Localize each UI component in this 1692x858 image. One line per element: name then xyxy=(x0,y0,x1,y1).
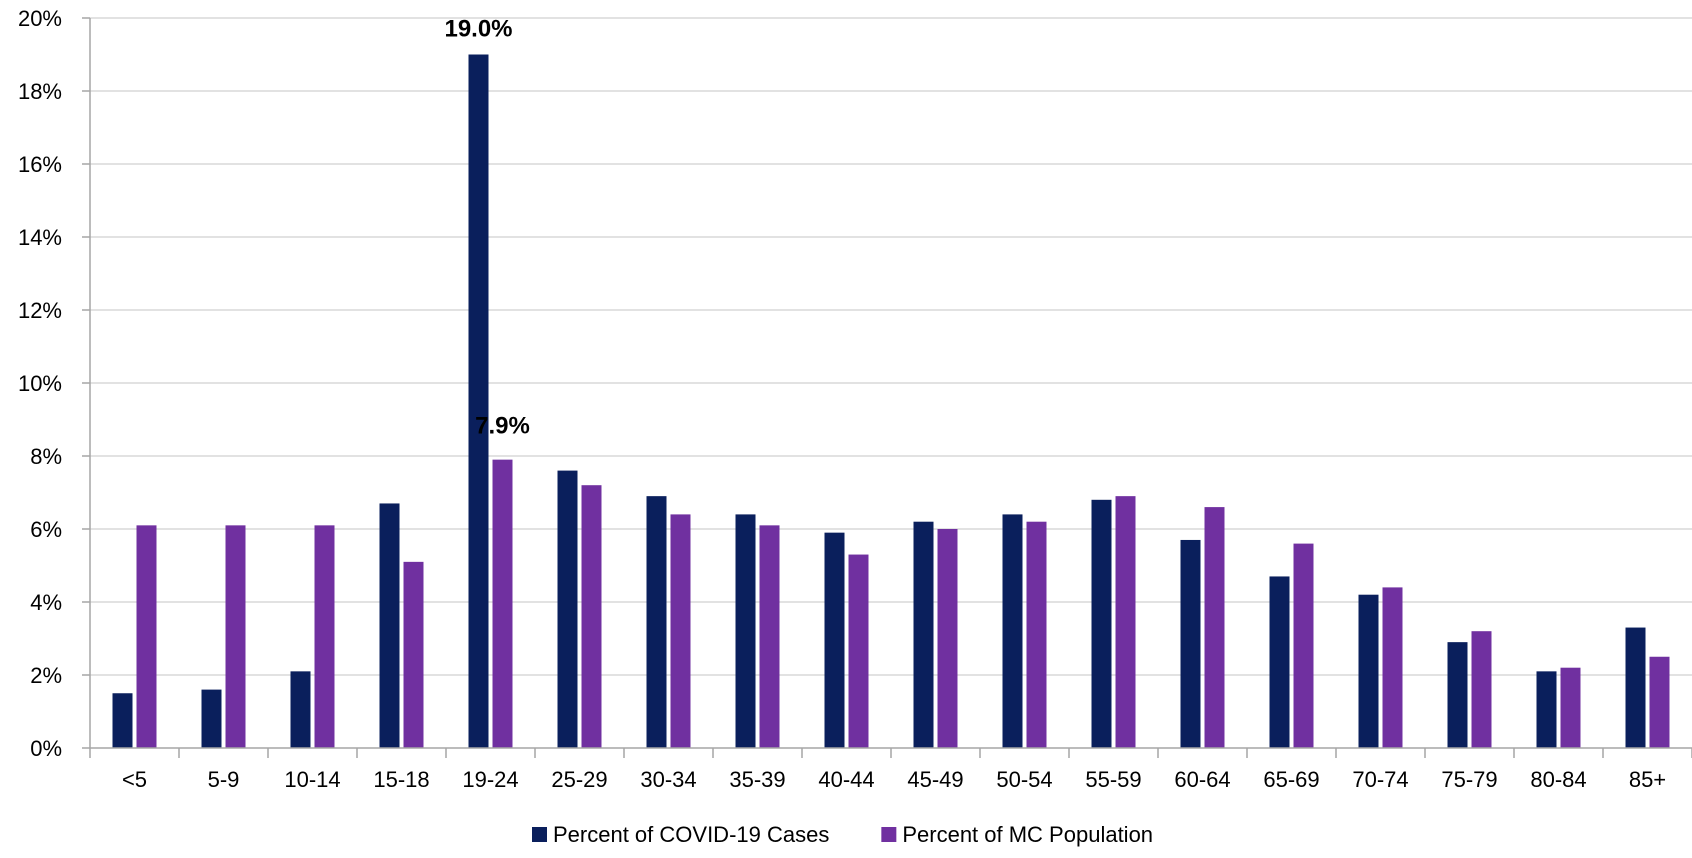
x-tick-label: 75-79 xyxy=(1441,767,1497,792)
x-tick-label: 85+ xyxy=(1629,767,1666,792)
bar-cases xyxy=(379,503,400,748)
bar-population xyxy=(848,554,869,748)
bar-cases xyxy=(1002,514,1023,748)
x-tick-label: 19-24 xyxy=(462,767,518,792)
y-tick-label: 0% xyxy=(30,736,62,761)
labels: 0% 2% 4% 6% 8% 10% 12% 14% 16% 18% 20% <5 5-9 10-14 15… xyxy=(18,6,1666,792)
x-tick-label: 45-49 xyxy=(907,767,963,792)
bar-cases xyxy=(1180,539,1201,748)
legend-swatch xyxy=(881,827,897,842)
x-tick-label: 65-69 xyxy=(1263,767,1319,792)
bar-cases xyxy=(1358,594,1379,748)
x-tick-label: 55-59 xyxy=(1085,767,1141,792)
x-tick-label: 10-14 xyxy=(284,767,340,792)
bar-cases xyxy=(1625,627,1646,748)
legend-swatch xyxy=(532,827,547,842)
x-tick-label: 30-34 xyxy=(640,767,696,792)
bar-population xyxy=(759,525,780,748)
bar-population xyxy=(225,525,246,748)
bar-cases xyxy=(646,496,667,748)
y-tick-label: 2% xyxy=(30,663,62,688)
y-tick-label: 10% xyxy=(18,371,62,396)
x-tick-label: 80-84 xyxy=(1530,767,1586,792)
y-tick-label: 18% xyxy=(18,79,62,104)
bar-cases xyxy=(1091,499,1112,748)
y-tick-label: 8% xyxy=(30,444,62,469)
bar-cases xyxy=(824,532,845,748)
bar-cases xyxy=(557,470,578,748)
bar-population xyxy=(1649,656,1670,748)
bar-cases xyxy=(201,689,222,748)
axes xyxy=(82,17,1692,758)
bar-cases xyxy=(735,514,756,748)
bar-population xyxy=(492,459,513,748)
bar-population xyxy=(1382,587,1403,748)
bar-population xyxy=(1026,521,1047,748)
bar-cases xyxy=(913,521,934,748)
y-tick-label: 14% xyxy=(18,225,62,250)
data-label-population: 7.9% xyxy=(475,413,530,440)
legend-label: Percent of MC Population xyxy=(902,822,1153,847)
x-tick-label: 50-54 xyxy=(996,767,1052,792)
y-tick-label: 20% xyxy=(18,6,62,31)
x-tick-label: 70-74 xyxy=(1352,767,1408,792)
bar-population xyxy=(581,485,602,748)
legend: Percent of COVID-19 Cases Percent of MC P… xyxy=(532,822,1153,847)
bar-population xyxy=(1471,631,1492,748)
bar-cases xyxy=(290,671,311,748)
bar-cases xyxy=(1269,576,1290,748)
data-label-cases: 19.0% xyxy=(444,16,512,43)
bar-population xyxy=(1204,507,1225,748)
x-tick-label: 40-44 xyxy=(818,767,874,792)
bar-cases xyxy=(1447,642,1468,748)
legend-label: Percent of COVID-19 Cases xyxy=(553,822,829,847)
bar-population xyxy=(314,525,335,748)
bar-cases xyxy=(1536,671,1557,748)
bar-population xyxy=(1115,496,1136,748)
bar-population xyxy=(1293,543,1314,748)
x-tick-label: 5-9 xyxy=(208,767,240,792)
bar-population xyxy=(1560,667,1581,748)
bar-population xyxy=(403,561,424,748)
x-tick-label: <5 xyxy=(122,767,147,792)
bar-population xyxy=(136,525,157,748)
y-tick-label: 16% xyxy=(18,152,62,177)
x-tick-label: 60-64 xyxy=(1174,767,1230,792)
bar-population xyxy=(937,529,958,748)
x-tick-label: 25-29 xyxy=(551,767,607,792)
bar-population xyxy=(670,514,691,748)
bars xyxy=(112,54,1670,748)
bar-cases xyxy=(468,54,489,748)
y-tick-label: 4% xyxy=(30,590,62,615)
x-tick-label: 35-39 xyxy=(729,767,785,792)
gridlines xyxy=(90,17,1692,676)
y-tick-label: 12% xyxy=(18,298,62,323)
bar-cases xyxy=(112,693,133,748)
y-tick-label: 6% xyxy=(30,517,62,542)
x-tick-label: 15-18 xyxy=(373,767,429,792)
